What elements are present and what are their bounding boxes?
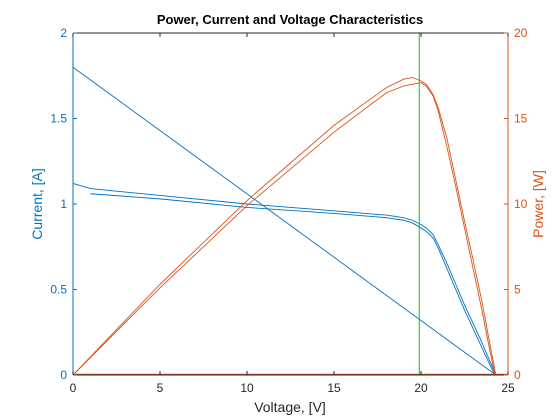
x-tick-label: 10 xyxy=(240,381,254,395)
y-right-tick-label: 20 xyxy=(514,26,528,40)
chart-title: Power, Current and Voltage Characteristi… xyxy=(157,12,423,27)
y-right-tick-label: 5 xyxy=(514,283,521,297)
y-axis-left-label: Current, [A] xyxy=(29,168,45,240)
y-right-tick-label: 0 xyxy=(514,368,521,382)
x-tick-label: 20 xyxy=(414,381,428,395)
y-left-tick-label: 2 xyxy=(60,26,67,40)
x-tick-label: 15 xyxy=(327,381,341,395)
y-left-tick-label: 0 xyxy=(60,368,67,382)
y-right-tick-label: 15 xyxy=(514,112,528,126)
y-right-tick-label: 10 xyxy=(514,197,528,211)
y-axis-right-label: Power, [W] xyxy=(530,170,546,238)
x-axis-label: Voltage, [V] xyxy=(254,399,326,415)
plot-area xyxy=(73,33,508,375)
y-left-tick-label: 1.5 xyxy=(50,112,67,126)
y-left-tick-label: 1 xyxy=(60,197,67,211)
y-left-tick-label: 0.5 xyxy=(50,283,67,297)
x-tick-label: 25 xyxy=(501,381,515,395)
x-tick-label: 0 xyxy=(70,381,77,395)
x-tick-label: 5 xyxy=(157,381,164,395)
